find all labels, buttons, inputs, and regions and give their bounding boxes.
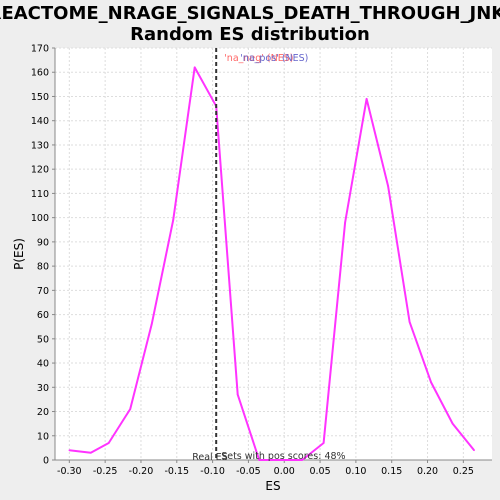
x-tick-label: -0.20: [129, 466, 154, 477]
data-point: [68, 449, 71, 452]
data-point: [451, 422, 454, 425]
data-point: [193, 66, 196, 69]
x-tick-label: -0.30: [57, 466, 82, 477]
annotation-group: 'na_neg' (NES)'na_pos' (NES) Real ESSets …: [192, 48, 346, 463]
y-tick-label: 120: [31, 165, 49, 176]
y-tick-label: 150: [31, 92, 49, 103]
x-tick-label: -0.10: [200, 466, 225, 477]
y-tick-label: 110: [31, 189, 49, 200]
x-tick-label: 0.20: [417, 466, 438, 477]
data-point: [473, 449, 475, 452]
data-point: [90, 451, 92, 454]
y-tick-label: 20: [37, 407, 49, 418]
y-tick-label: 80: [37, 262, 49, 273]
y-tick-label: 90: [37, 237, 49, 248]
data-point: [387, 185, 389, 187]
y-tick-label: 140: [31, 116, 49, 127]
y-tick-label: 50: [37, 334, 49, 345]
y-tick-label: 30: [37, 383, 49, 394]
y-tick-label: 130: [31, 140, 49, 151]
data-point: [150, 323, 153, 326]
y-tick-label: 170: [31, 44, 49, 55]
y-axis-label: P(ES): [12, 238, 26, 270]
axes: 0 10 20 30 40 50 60 70 80 90 100 110 120 130 140 150 160…: [31, 44, 492, 477]
data-point: [236, 393, 239, 396]
x-tick-label: 0.25: [453, 466, 474, 477]
y-tick-label: 40: [37, 359, 49, 370]
x-tick-label: 0.15: [381, 466, 402, 477]
x-tick-label: -0.15: [164, 466, 189, 477]
y-tick-label: 60: [37, 310, 49, 321]
grid-lines: [55, 47, 492, 460]
y-tick-label: 10: [37, 431, 49, 442]
chart-subtitle: Random ES distribution: [130, 24, 370, 45]
y-tick-label: 160: [31, 68, 49, 79]
neg-nes-label: 'na_neg' (NES): [224, 53, 293, 64]
data-point: [172, 219, 175, 221]
data-point: [430, 381, 432, 384]
chart-title: REACTOME_NRAGE_SIGNALS_DEATH_THROUGH_JNK…: [0, 3, 500, 24]
data-point: [258, 459, 260, 461]
x-tick-label: 0.10: [345, 466, 366, 477]
data-point: [408, 321, 411, 323]
plot-area: [55, 48, 492, 460]
data-point: [322, 442, 325, 444]
x-tick-label: 0.05: [309, 466, 330, 477]
y-tick-label: 100: [31, 213, 49, 224]
real-es-label: Real ES: [192, 452, 228, 463]
x-tick-label: -0.25: [93, 466, 118, 477]
data-point: [344, 221, 346, 224]
series-line: [69, 66, 475, 461]
y-tick-label: 0: [43, 456, 49, 467]
data-point: [301, 459, 303, 461]
y-tick-label: 70: [37, 286, 49, 297]
pos-scores-label: Sets with pos scores: 48%: [221, 451, 345, 462]
pos-nes-label: 'na_pos' (NES): [240, 53, 308, 64]
data-point: [107, 442, 110, 444]
x-tick-label: -0.05: [236, 466, 261, 477]
data-point: [279, 459, 282, 461]
data-point: [365, 98, 368, 100]
x-tick-label: 0.00: [274, 466, 295, 477]
data-point: [129, 408, 132, 410]
x-axis-label: ES: [265, 479, 280, 493]
